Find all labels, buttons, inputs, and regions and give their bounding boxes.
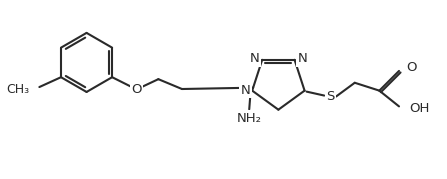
Text: NH₂: NH₂ xyxy=(237,112,262,125)
Text: N: N xyxy=(240,84,250,97)
Text: OH: OH xyxy=(409,102,429,115)
Text: CH₃: CH₃ xyxy=(6,83,30,96)
Text: S: S xyxy=(326,90,334,103)
Text: O: O xyxy=(131,83,142,96)
Text: N: N xyxy=(249,52,259,65)
Text: O: O xyxy=(406,62,417,74)
Text: N: N xyxy=(298,52,307,65)
